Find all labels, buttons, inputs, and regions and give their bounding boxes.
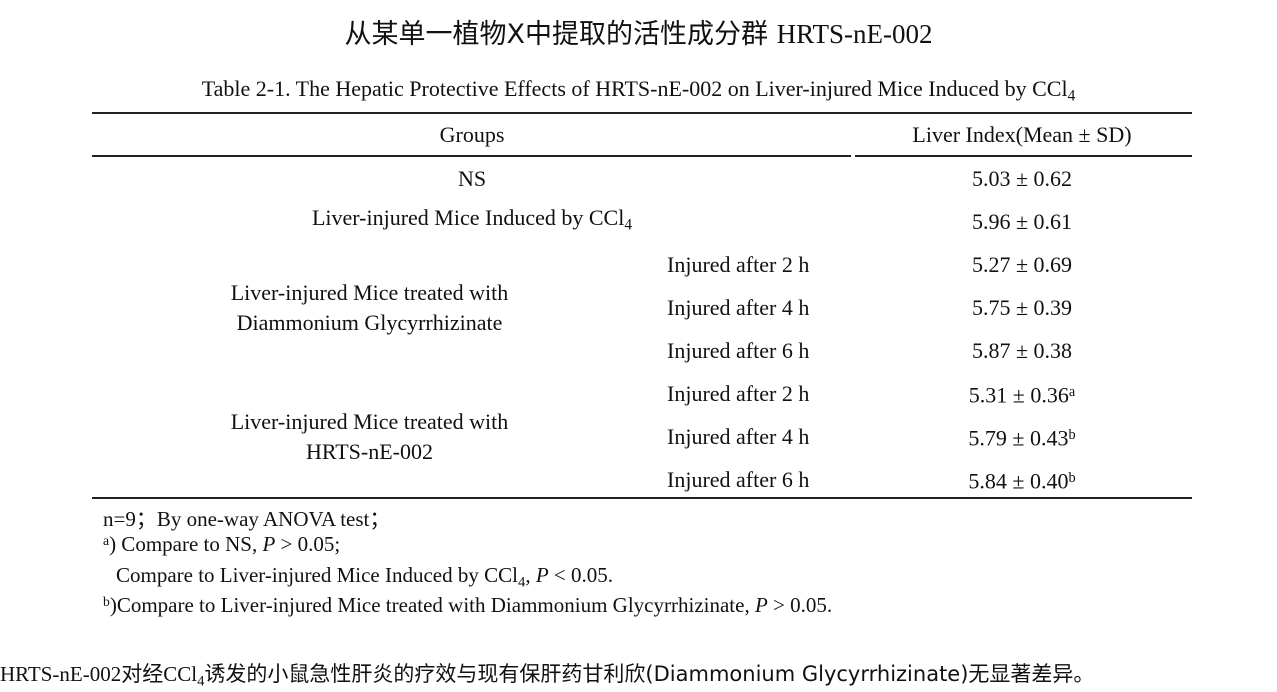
text-run: 从某单一植物X中提取的活性成分群 (344, 19, 777, 50)
value-cell: 5.96 ± 0.61 (852, 200, 1192, 243)
footnote: n=9；By one-way ANOVA test； (103, 503, 390, 533)
text-run: > 0.05. (767, 593, 833, 617)
text-run: b (1068, 426, 1076, 443)
value-cell: 5.31 ± 0.36a (852, 372, 1192, 415)
value-text: 5.96 ± 0.61 (972, 207, 1072, 237)
footnote: Compare to Liver-injured Mice Induced by… (116, 563, 613, 591)
group-line: Liver-injured Mice treated with (231, 407, 509, 437)
text-run: P (754, 593, 768, 617)
time-cell: Injured after 6 h (667, 466, 810, 492)
text-run: 4 (517, 574, 526, 591)
text-run: Liver-injured Mice Induced by CCl (311, 204, 625, 230)
value-cell: 5.03 ± 0.62 (852, 157, 1192, 200)
text-run: 5.96 ± 0.61 (971, 208, 1073, 234)
text-run: HRTS-nE-002 (776, 19, 933, 49)
time-cell: Injured after 4 h (667, 294, 810, 320)
text-run: 5.84 ± 0.40 (968, 468, 1069, 494)
text-run: 5.27 ± 0.69 (971, 251, 1073, 277)
group-line: Liver-injured Mice Induced by CCl4 (312, 203, 632, 241)
footnote: b)Compare to Liver-injured Mice treated … (103, 593, 832, 618)
header-cell: Liver Index(Mean ± SD) (912, 122, 1132, 147)
text-run: Compare to Liver-injured Mice Induced by… (116, 563, 518, 587)
text-run: HRTS-nE-002 (0, 662, 122, 686)
value-cell: 5.27 ± 0.69 (852, 243, 1192, 286)
text-run: a (103, 532, 110, 548)
value-text: 5.03 ± 0.62 (972, 164, 1072, 194)
value-text: 5.31 ± 0.36a (969, 377, 1075, 410)
value-cell: 5.84 ± 0.40b (852, 458, 1192, 501)
text-run: b (103, 593, 110, 609)
group-cell: NS (92, 157, 852, 200)
group-line: HRTS-nE-002 (306, 437, 433, 467)
text-run: ) Compare to NS, (109, 532, 263, 556)
top-rule (92, 112, 1192, 114)
group-cell: Liver-injured Mice Induced by CCl4 (92, 200, 852, 243)
text-run: Liver-injured Mice treated with (230, 408, 509, 434)
text-run: CCl (163, 662, 198, 686)
group-line: Diammonium Glycyrrhizinate (237, 308, 503, 338)
value-text: 5.79 ± 0.43b (968, 420, 1075, 453)
text-run: Table 2-1. The Hepatic Protective Effect… (201, 76, 1068, 101)
header-cell: Groups (439, 122, 505, 147)
text-run: a (1068, 383, 1076, 400)
text-run: )Compare to Liver-injured Mice treated w… (109, 593, 755, 617)
header-rule (855, 155, 1192, 157)
value-cell: 5.87 ± 0.38 (852, 329, 1192, 372)
text-run: Diammonium Glycyrrhizinate (236, 309, 503, 335)
text-run: 5.79 ± 0.43 (968, 425, 1069, 451)
text-run: n=9；By one-way ANOVA test； (103, 507, 391, 531)
conclusion: HRTS-nE-002对经CCl4诱发的小鼠急性肝炎的疗效与现有保肝药甘利欣(D… (0, 658, 1094, 690)
header-rule (92, 155, 851, 157)
text-run: , (525, 563, 536, 587)
group-cell: Liver-injured Mice treated with HRTS-nE-0… (92, 372, 647, 501)
value-text: 5.87 ± 0.38 (972, 336, 1072, 366)
text-run: HRTS-nE-002 (305, 438, 433, 464)
text-run: 4 (197, 673, 205, 690)
text-run: 对经 (121, 662, 164, 686)
text-run: 5.31 ± 0.36 (968, 382, 1069, 408)
page-title: 从某单一植物X中提取的活性成分群 HRTS-nE-002 (0, 12, 1277, 51)
text-run: b (1068, 469, 1076, 486)
value-text: 5.75 ± 0.39 (972, 293, 1072, 323)
text-run: 4 (624, 216, 633, 234)
text-run: 5.03 ± 0.62 (971, 165, 1073, 191)
group-cell: Liver-injured Mice treated with Diammoniu… (92, 243, 647, 372)
value-cell: 5.79 ± 0.43b (852, 415, 1192, 458)
value-cell: 5.75 ± 0.39 (852, 286, 1192, 329)
text-run: < 0.05. (548, 563, 613, 587)
text-run: P (535, 563, 549, 587)
footnote: a) Compare to NS, P > 0.05; (103, 532, 340, 557)
time-cell: Injured after 2 h (667, 380, 810, 406)
time-cell: Injured after 2 h (667, 251, 810, 277)
value-text: 5.27 ± 0.69 (972, 250, 1072, 280)
time-cell: Injured after 6 h (667, 337, 810, 363)
text-run: 5.87 ± 0.38 (971, 337, 1073, 363)
text-run: 诱发的小鼠急性肝炎的疗效与现有保肝药甘利欣(Diammonium Glycyrr… (204, 662, 1095, 686)
time-cell: Injured after 4 h (667, 423, 810, 449)
group-line: NS (458, 164, 486, 194)
table-caption: Table 2-1. The Hepatic Protective Effect… (0, 76, 1277, 106)
text-run: 4 (1067, 87, 1076, 105)
text-run: 5.75 ± 0.39 (971, 294, 1073, 320)
group-line: Liver-injured Mice treated with (231, 278, 509, 308)
value-text: 5.84 ± 0.40b (968, 463, 1075, 496)
text-run: NS (457, 165, 487, 191)
text-run: P (262, 532, 276, 556)
text-run: > 0.05; (275, 532, 341, 556)
bottom-rule (92, 497, 1192, 499)
text-run: Liver-injured Mice treated with (230, 279, 509, 305)
